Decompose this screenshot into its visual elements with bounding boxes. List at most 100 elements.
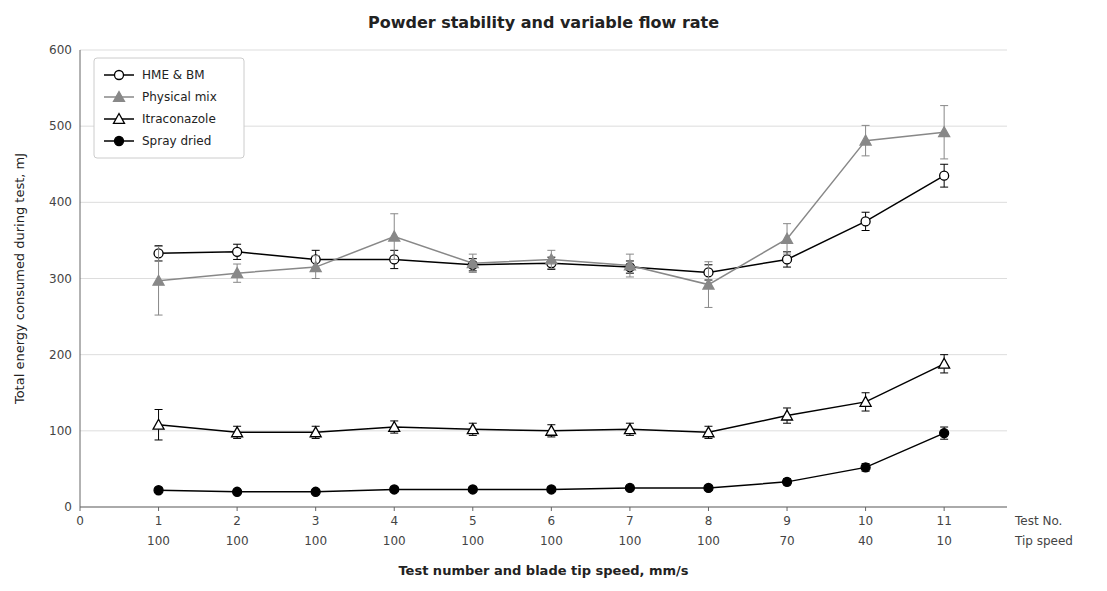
legend-item: Physical mix <box>104 90 217 104</box>
error-bar <box>783 252 791 267</box>
grid-line <box>80 507 1007 508</box>
error-cap <box>390 213 398 214</box>
point <box>782 233 793 243</box>
point <box>546 254 557 264</box>
error-cap <box>312 255 320 256</box>
x-axis-line <box>80 507 1007 508</box>
tip-speed-label: 10 <box>937 534 952 548</box>
error-cap <box>862 392 870 393</box>
error-cap <box>547 436 555 437</box>
x-tick <box>237 507 238 511</box>
x-tick-label: 4 <box>390 514 398 528</box>
error-cap <box>862 155 870 156</box>
point <box>390 485 399 494</box>
error-cap <box>312 278 320 279</box>
error-cap <box>469 254 477 255</box>
error-cap <box>940 187 948 188</box>
x-tick <box>629 507 630 511</box>
tip-speed-label: 100 <box>697 534 720 548</box>
error-bar <box>862 464 870 472</box>
x-tick <box>865 507 866 511</box>
point <box>861 463 870 472</box>
error-cap <box>155 246 163 247</box>
error-cap <box>626 254 634 255</box>
tip-speed-label: 100 <box>461 534 484 548</box>
error-cap <box>233 264 241 265</box>
x-tick-label: 2 <box>233 514 241 528</box>
error-cap <box>233 438 241 439</box>
point <box>232 427 243 437</box>
x-axis-label: Test number and blade tip speed, mm/s <box>398 563 688 578</box>
x-tick <box>80 507 81 511</box>
error-cap <box>940 105 948 106</box>
error-cap <box>469 272 477 273</box>
point <box>389 422 400 432</box>
series-line <box>159 433 945 492</box>
point <box>782 410 793 420</box>
error-cap <box>783 267 791 268</box>
error-cap <box>783 254 791 255</box>
point <box>468 485 477 494</box>
error-cap <box>233 259 241 260</box>
point <box>232 268 243 278</box>
chart: Powder stability and variable flow rate0… <box>0 0 1107 591</box>
point <box>939 127 950 137</box>
x-tick-label: 10 <box>858 514 873 528</box>
error-cap <box>862 411 870 412</box>
point <box>389 231 400 241</box>
point <box>310 262 321 272</box>
point <box>311 487 320 496</box>
error-cap <box>783 223 791 224</box>
error-cap <box>940 427 948 428</box>
x-tick-label: 9 <box>783 514 791 528</box>
point <box>310 427 321 437</box>
error-cap <box>940 164 948 165</box>
point <box>153 275 164 285</box>
tip-speed-label: 100 <box>383 534 406 548</box>
error-cap <box>862 125 870 126</box>
series <box>153 106 950 315</box>
error-cap <box>547 250 555 251</box>
point <box>940 171 949 180</box>
tip-speed-label: 100 <box>618 534 641 548</box>
point <box>783 477 792 486</box>
error-cap <box>547 268 555 269</box>
x-tick <box>787 507 788 511</box>
point <box>154 486 163 495</box>
point <box>153 419 164 429</box>
error-cap <box>312 250 320 251</box>
y-tick-label: 500 <box>49 119 72 133</box>
x-tick <box>944 507 945 511</box>
error-cap <box>233 244 241 245</box>
point <box>860 396 871 406</box>
legend-swatch-marker <box>114 92 125 102</box>
error-cap <box>940 158 948 159</box>
x-tick <box>394 507 395 511</box>
error-cap <box>940 439 948 440</box>
error-cap <box>312 438 320 439</box>
series <box>154 427 949 496</box>
tip-speed-label: 100 <box>226 534 249 548</box>
error-bar <box>940 164 948 187</box>
legend-item: HME & BM <box>104 68 205 82</box>
x-tick <box>472 507 473 511</box>
error-cap <box>390 433 398 434</box>
grid-line <box>80 202 1007 203</box>
x-tick-label: 11 <box>937 514 952 528</box>
legend-label: Itraconazole <box>142 112 216 126</box>
error-bar <box>233 244 241 259</box>
error-cap <box>626 435 634 436</box>
series <box>153 355 950 440</box>
grid-line <box>80 50 1007 51</box>
y-tick-label: 600 <box>49 43 72 57</box>
error-cap <box>783 407 791 408</box>
error-cap <box>390 259 398 260</box>
legend-label: Physical mix <box>142 90 217 104</box>
point <box>783 255 792 264</box>
x-tick <box>158 507 159 511</box>
tip-speed-label: 40 <box>858 534 873 548</box>
legend: HME & BMPhysical mixItraconazoleSpray dr… <box>94 58 244 158</box>
point <box>233 247 242 256</box>
tip-speed-label: 100 <box>304 534 327 548</box>
point <box>624 260 635 270</box>
